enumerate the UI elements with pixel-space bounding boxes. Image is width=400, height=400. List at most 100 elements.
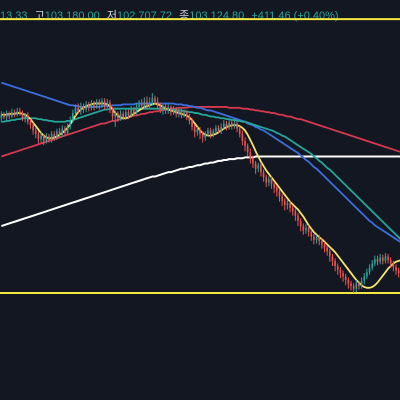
candle[interactable] — [135, 103, 138, 115]
candle[interactable] — [371, 260, 374, 271]
candle[interactable] — [220, 123, 223, 134]
candle[interactable] — [363, 273, 366, 285]
candle[interactable] — [130, 106, 132, 118]
candle[interactable] — [374, 255, 376, 267]
candle[interactable] — [114, 110, 117, 127]
candle[interactable] — [283, 198, 286, 211]
candle[interactable] — [336, 263, 339, 275]
candle[interactable] — [32, 122, 34, 135]
candle[interactable] — [164, 103, 167, 114]
candle[interactable] — [318, 234, 321, 246]
ma-slow-line[interactable] — [1, 155, 400, 228]
candle[interactable] — [360, 277, 363, 289]
candle[interactable] — [82, 103, 85, 114]
candle[interactable] — [230, 120, 233, 130]
candle[interactable] — [191, 118, 193, 131]
candle[interactable] — [42, 133, 45, 146]
candle[interactable] — [72, 109, 74, 123]
candle[interactable] — [21, 110, 24, 121]
candle[interactable] — [48, 133, 50, 143]
candle[interactable] — [29, 119, 32, 129]
candle[interactable] — [297, 213, 299, 227]
candle[interactable] — [162, 104, 164, 115]
candle[interactable] — [299, 218, 302, 232]
candle[interactable] — [90, 100, 93, 111]
candle[interactable] — [175, 106, 177, 118]
candle[interactable] — [379, 253, 381, 265]
candle[interactable] — [132, 106, 135, 116]
candle[interactable] — [119, 110, 122, 121]
candle[interactable] — [180, 108, 183, 119]
candle[interactable] — [249, 148, 252, 164]
candle[interactable] — [352, 283, 355, 294]
candle[interactable] — [326, 245, 328, 256]
candle[interactable] — [392, 260, 395, 272]
candle[interactable] — [122, 111, 124, 120]
candle[interactable] — [87, 101, 90, 112]
candle[interactable] — [138, 100, 140, 110]
candle[interactable] — [151, 93, 154, 106]
candle[interactable] — [111, 106, 114, 121]
candle[interactable] — [85, 100, 87, 113]
candle[interactable] — [156, 97, 159, 110]
candle[interactable] — [201, 131, 204, 143]
candle[interactable] — [344, 273, 347, 286]
ma-red-line[interactable] — [1, 106, 400, 158]
candle[interactable] — [154, 95, 156, 105]
candle[interactable] — [74, 104, 77, 116]
candle[interactable] — [209, 127, 212, 139]
candle[interactable] — [387, 253, 389, 264]
candle[interactable] — [376, 255, 379, 266]
candle[interactable] — [321, 238, 323, 249]
candle[interactable] — [177, 107, 180, 118]
candle[interactable] — [183, 109, 185, 118]
candle[interactable] — [0, 111, 3, 122]
candle[interactable] — [3, 112, 5, 120]
candle[interactable] — [26, 112, 29, 125]
candle[interactable] — [339, 266, 342, 279]
ma-blue-line[interactable] — [1, 81, 400, 250]
candle[interactable] — [19, 107, 21, 116]
candle[interactable] — [101, 98, 103, 108]
candle[interactable] — [148, 97, 151, 109]
candle[interactable] — [196, 126, 199, 136]
candle[interactable] — [241, 130, 244, 146]
candle[interactable] — [77, 103, 79, 114]
candle[interactable] — [117, 111, 119, 122]
candle[interactable] — [61, 125, 64, 138]
candle[interactable] — [24, 113, 26, 123]
candle[interactable] — [143, 97, 146, 109]
candle[interactable] — [342, 270, 344, 282]
candle[interactable] — [34, 127, 37, 139]
candle[interactable] — [172, 106, 175, 115]
candle[interactable] — [56, 128, 58, 140]
candle[interactable] — [262, 169, 265, 182]
candle[interactable] — [265, 174, 268, 187]
candle[interactable] — [236, 121, 238, 133]
candle[interactable] — [103, 98, 106, 110]
candle[interactable] — [368, 264, 371, 275]
candle[interactable] — [278, 188, 281, 202]
candle[interactable] — [381, 254, 384, 265]
candle[interactable] — [347, 277, 350, 289]
candle[interactable] — [140, 99, 143, 109]
candle[interactable] — [244, 137, 246, 152]
candle[interactable] — [238, 126, 241, 138]
candle[interactable] — [334, 258, 336, 272]
candle[interactable] — [215, 125, 217, 134]
candle[interactable] — [64, 126, 66, 136]
candle[interactable] — [11, 108, 13, 119]
candle[interactable] — [79, 102, 82, 115]
candle[interactable] — [384, 253, 387, 264]
candle[interactable] — [185, 110, 188, 120]
candle[interactable] — [291, 205, 294, 216]
candle[interactable] — [294, 208, 297, 221]
candle[interactable] — [289, 200, 291, 213]
candle[interactable] — [146, 96, 148, 110]
candle[interactable] — [233, 120, 236, 129]
candle[interactable] — [95, 99, 98, 109]
candle[interactable] — [204, 131, 207, 141]
candle[interactable] — [395, 264, 397, 275]
candle[interactable] — [246, 143, 249, 157]
